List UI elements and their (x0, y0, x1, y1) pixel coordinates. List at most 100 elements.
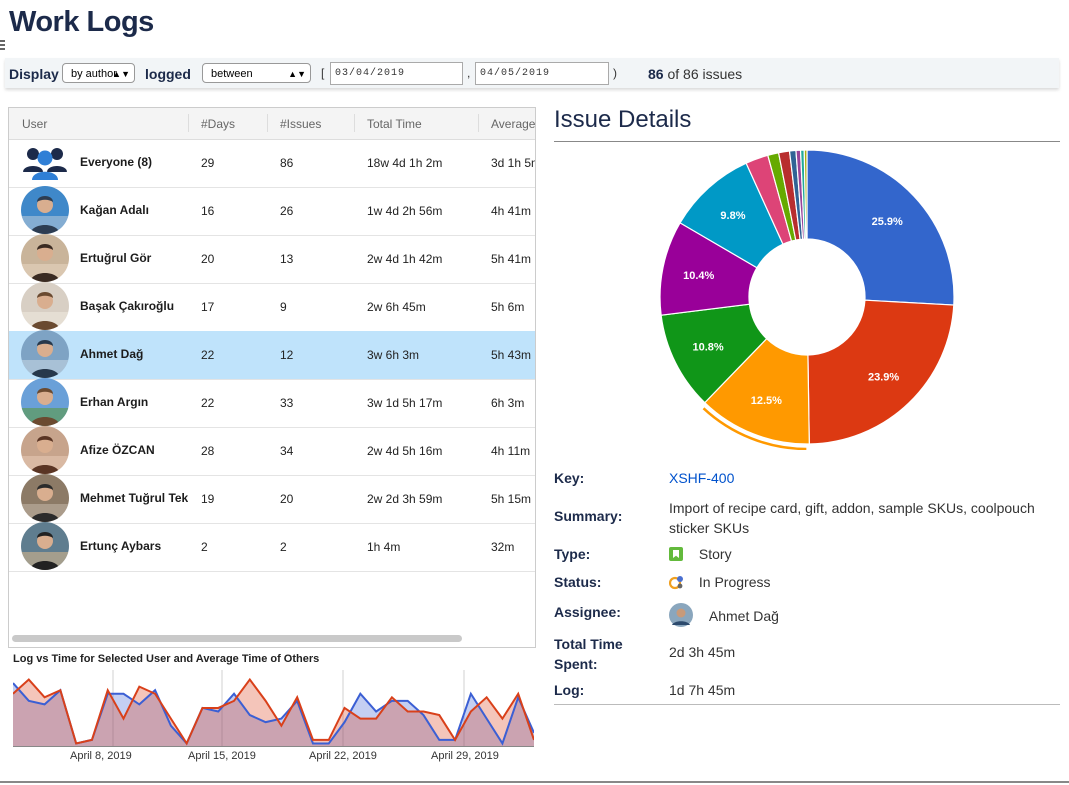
avatar (21, 282, 69, 330)
user-name: Ertunç Aybars (80, 539, 162, 553)
days-cell: 17 (201, 300, 215, 314)
status-value: In Progress (668, 574, 770, 590)
range-select[interactable]: between ▲▼ (202, 63, 311, 83)
date-from-input[interactable]: 03/04/2019 (330, 62, 463, 85)
worklog-table: User #Days #Issues Total Time Average Ev… (8, 107, 536, 648)
issues-cell: 20 (280, 492, 294, 506)
pie-slice[interactable] (806, 149, 955, 306)
total-time-cell: 2w 6h 45m (367, 300, 426, 314)
avatar (21, 474, 69, 522)
date-separator: , (467, 66, 471, 80)
date-to-input[interactable]: 04/05/2019 (475, 62, 609, 85)
issue-details-title: Issue Details (554, 106, 692, 133)
display-select-value: by author (71, 68, 117, 80)
others-series-area (13, 683, 534, 747)
issues-cell: 12 (280, 348, 294, 362)
days-cell: 22 (201, 396, 215, 410)
updown-icon: ▲▼ (112, 69, 130, 79)
avatar (21, 522, 69, 570)
days-cell: 19 (201, 492, 215, 506)
average-cell: 5h 6m (491, 300, 525, 314)
days-cell: 16 (201, 204, 215, 218)
horizontal-scrollbar[interactable] (12, 635, 462, 642)
col-days[interactable]: #Days (201, 117, 236, 131)
avatar (21, 234, 69, 282)
average-cell: 5h 15m (491, 492, 532, 506)
days-cell: 2 (201, 540, 208, 554)
avatar (21, 330, 69, 378)
total-time-cell: 1h 4m (367, 540, 401, 554)
assignee-label: Assignee: (554, 604, 621, 620)
selected-series-line (13, 677, 534, 746)
timeline-date-label: April 22, 2019 (309, 750, 377, 762)
pie-slice-label: 10.4% (683, 270, 714, 282)
pie-slice-label: 9.8% (720, 210, 745, 222)
table-row[interactable]: Everyone (8) 29 86 18w 4d 1h 2m 3d 1h 5m (9, 139, 535, 188)
display-select[interactable]: by author ▲▼ (62, 63, 135, 83)
pie-slice[interactable] (807, 299, 955, 445)
table-row[interactable]: Ahmet Dağ 22 12 3w 6h 3m 5h 43m (9, 330, 535, 380)
timeline-date-label: April 29, 2019 (431, 750, 499, 762)
summary-line: Import of recipe card, gift, addon, samp… (669, 500, 1035, 516)
log-value: 1d 7h 45m (669, 682, 736, 698)
in-progress-icon (668, 576, 683, 590)
total-time-label-line: Spent: (554, 656, 598, 672)
type-value: Story (669, 546, 732, 562)
pie-slice-label: 23.9% (868, 372, 899, 384)
issue-count-rest: of 86 issues (667, 66, 743, 82)
user-name: Ertuğrul Gör (80, 251, 152, 265)
user-name: Ahmet Dağ (80, 347, 144, 361)
issue-count: 86 of 86 issues (648, 66, 742, 82)
days-cell: 20 (201, 252, 215, 266)
divider (554, 141, 1060, 142)
col-total-time[interactable]: Total Time (367, 117, 422, 131)
assignee-name: Ahmet Dağ (708, 608, 779, 624)
table-row[interactable]: Erhan Argın 22 33 3w 1d 5h 17m 6h 3m (9, 378, 535, 428)
col-issues[interactable]: #Issues (280, 117, 322, 131)
total-time-label: Total Time Spent: (554, 634, 623, 674)
avatar (21, 378, 69, 426)
table-row[interactable]: Mehmet Tuğrul Tek 19 20 2w 2d 3h 59m 5h 15m (9, 474, 535, 524)
issues-cell: 86 (280, 156, 294, 170)
issues-cell: 34 (280, 444, 294, 458)
col-divider (188, 114, 189, 132)
average-cell: 32m (491, 540, 515, 554)
pie-slice-label: 10.8% (693, 341, 724, 353)
divider (554, 704, 1060, 705)
sidebar-handle[interactable] (0, 38, 5, 52)
total-time-cell: 18w 4d 1h 2m (367, 156, 443, 170)
table-row[interactable]: Kağan Adalı 16 26 1w 4d 2h 56m 4h 41m (9, 186, 535, 236)
table-row[interactable]: Ertuğrul Gör 20 13 2w 4d 1h 42m 5h 41m (9, 234, 535, 284)
pie-slice-label: 12.5% (751, 395, 782, 407)
table-row[interactable]: Ertunç Aybars 2 2 1h 4m 32m (9, 522, 535, 572)
issues-cell: 13 (280, 252, 294, 266)
summary-value: Import of recipe card, gift, addon, samp… (669, 498, 1035, 538)
col-user[interactable]: User (22, 117, 48, 131)
col-divider (478, 114, 479, 132)
pie-slice[interactable] (803, 149, 808, 240)
days-cell: 29 (201, 156, 215, 170)
log-label: Log: (554, 682, 585, 698)
average-cell: 4h 11m (491, 444, 531, 458)
average-cell: 5h 41m (491, 252, 532, 266)
filter-bar: Display by author ▲▼ logged between ▲▼ [ 0… (5, 58, 1059, 88)
issue-key-link[interactable]: XSHF-400 (669, 470, 735, 486)
total-time-cell: 2w 2d 3h 59m (367, 492, 443, 506)
selected-slice-ring (702, 407, 807, 450)
table-row[interactable]: Afize ÖZCAN 28 34 2w 4d 5h 16m 4h 11m (9, 426, 535, 476)
days-cell: 28 (201, 444, 215, 458)
table-row[interactable]: Başak Çakıroğlu 17 9 2w 6h 45m 5h 6m (9, 282, 535, 332)
total-time-cell: 2w 4d 5h 16m (367, 444, 443, 458)
key-label: Key: (554, 470, 585, 486)
summary-label: Summary: (554, 508, 623, 524)
col-average[interactable]: Average (491, 117, 535, 131)
user-name: Başak Çakıroğlu (80, 299, 175, 313)
user-name: Afize ÖZCAN (80, 443, 155, 457)
total-time-value: 2d 3h 45m (669, 644, 736, 660)
updown-icon: ▲▼ (288, 69, 306, 79)
issues-cell: 33 (280, 396, 294, 410)
type-text: Story (698, 546, 732, 562)
timeline-axis (13, 746, 534, 747)
page-title: Work Logs (9, 6, 154, 38)
summary-line: sticker SKUs (669, 520, 750, 536)
